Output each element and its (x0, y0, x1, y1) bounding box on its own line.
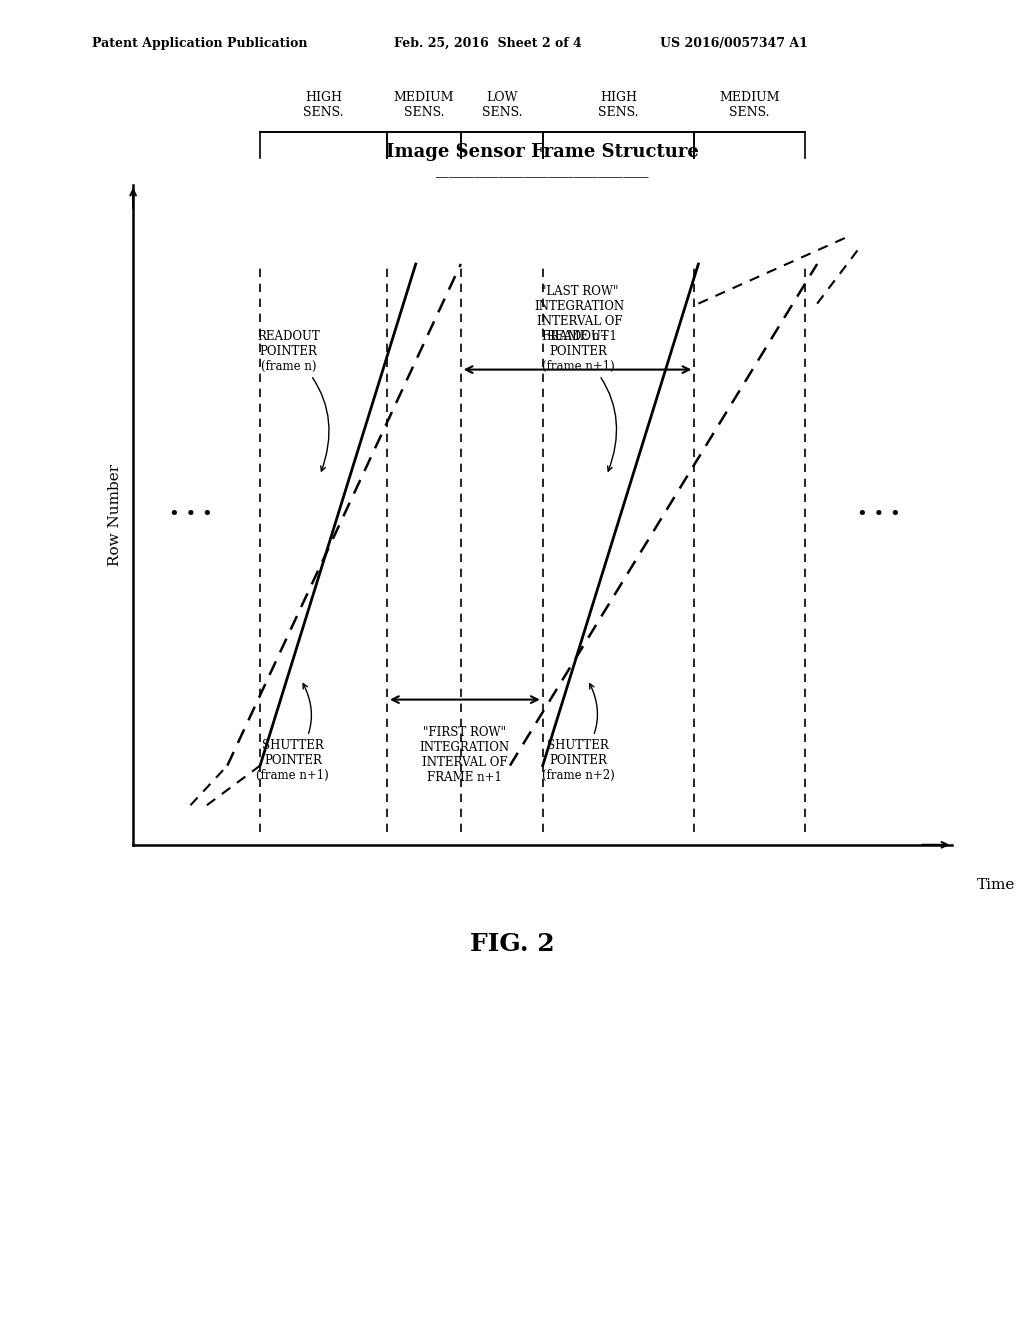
Text: READOUT
POINTER
(frame n+1): READOUT POINTER (frame n+1) (542, 330, 616, 471)
Text: "FIRST ROW"
INTEGRATION
INTERVAL OF
FRAME n+1: "FIRST ROW" INTEGRATION INTERVAL OF FRAM… (420, 726, 510, 784)
Text: __________________________________: __________________________________ (436, 165, 649, 178)
Text: "LAST ROW"
INTEGRATION
INTERVAL OF
FRAME n+1: "LAST ROW" INTEGRATION INTERVAL OF FRAME… (535, 285, 625, 343)
Text: SHUTTER
POINTER
(frame n+2): SHUTTER POINTER (frame n+2) (542, 684, 614, 781)
Text: LOW
SENS.: LOW SENS. (481, 91, 522, 119)
Text: MEDIUM
SENS.: MEDIUM SENS. (719, 91, 780, 119)
Text: HIGH
SENS.: HIGH SENS. (598, 91, 639, 119)
Text: HIGH
SENS.: HIGH SENS. (303, 91, 344, 119)
Text: • • •: • • • (169, 506, 212, 524)
Text: SHUTTER
POINTER
(frame n+1): SHUTTER POINTER (frame n+1) (256, 684, 330, 781)
Text: Patent Application Publication: Patent Application Publication (92, 37, 307, 50)
Text: Time: Time (977, 878, 1015, 892)
Text: Feb. 25, 2016  Sheet 2 of 4: Feb. 25, 2016 Sheet 2 of 4 (394, 37, 582, 50)
Text: • • •: • • • (857, 506, 900, 524)
Text: READOUT
POINTER
(frame n): READOUT POINTER (frame n) (257, 330, 329, 471)
Text: Image Sensor Frame Structure: Image Sensor Frame Structure (386, 143, 699, 161)
Text: MEDIUM
SENS.: MEDIUM SENS. (393, 91, 455, 119)
Text: US 2016/0057347 A1: US 2016/0057347 A1 (660, 37, 808, 50)
Y-axis label: Row Number: Row Number (108, 463, 122, 566)
Text: FIG. 2: FIG. 2 (470, 932, 554, 956)
